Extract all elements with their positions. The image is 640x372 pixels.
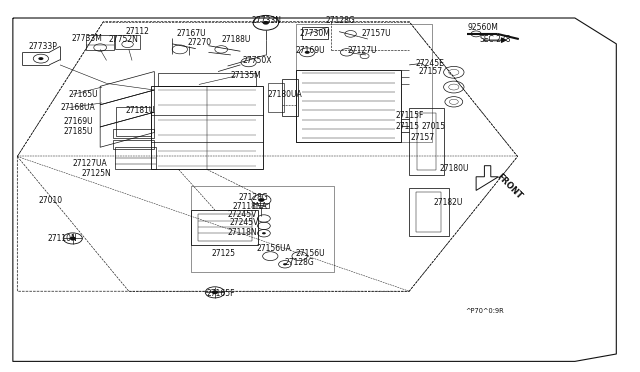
Bar <box>302 27 328 39</box>
Text: 27125N: 27125N <box>81 169 111 177</box>
Text: 27010: 27010 <box>38 196 63 205</box>
Text: 27127UA: 27127UA <box>73 159 108 169</box>
Text: 27169U: 27169U <box>296 46 325 55</box>
Circle shape <box>212 291 218 294</box>
Text: 27180U: 27180U <box>440 164 469 173</box>
Text: 27270: 27270 <box>188 38 212 47</box>
Bar <box>198 214 252 241</box>
Circle shape <box>258 198 264 202</box>
Text: 27156UA: 27156UA <box>256 244 291 253</box>
Text: 27110N: 27110N <box>47 234 77 243</box>
Text: 27128G: 27128G <box>239 193 268 202</box>
Text: 27185U: 27185U <box>64 127 93 136</box>
Circle shape <box>38 57 44 60</box>
Bar <box>113 129 154 138</box>
Bar <box>191 210 258 245</box>
Text: 27733N: 27733N <box>252 16 282 25</box>
Bar <box>268 83 284 112</box>
Circle shape <box>70 237 76 240</box>
Text: 27015: 27015 <box>422 122 446 131</box>
Bar <box>113 140 154 149</box>
Circle shape <box>262 232 266 234</box>
Text: 92560M: 92560M <box>468 23 499 32</box>
Text: 27245V: 27245V <box>230 218 259 227</box>
Text: 27169U: 27169U <box>64 117 93 126</box>
Text: 27752N: 27752N <box>108 35 138 44</box>
Bar <box>282 79 298 116</box>
Bar <box>296 70 401 142</box>
Circle shape <box>283 263 287 265</box>
Text: SEC.278: SEC.278 <box>479 35 511 44</box>
Text: 27182U: 27182U <box>433 198 463 207</box>
Text: 27128G: 27128G <box>285 258 315 267</box>
Text: 27115F: 27115F <box>395 111 424 121</box>
Text: 27157U: 27157U <box>362 29 391 38</box>
Text: 27245V: 27245V <box>228 210 257 219</box>
Bar <box>415 192 441 232</box>
Text: 27125: 27125 <box>212 249 236 258</box>
Text: 27245E: 27245E <box>415 59 444 68</box>
Bar <box>115 35 140 49</box>
Text: 27135M: 27135M <box>231 71 262 80</box>
Text: 27750X: 27750X <box>243 56 272 65</box>
Text: 27165U: 27165U <box>68 90 98 99</box>
Text: 27118NA: 27118NA <box>232 202 267 211</box>
Text: 27180UA: 27180UA <box>268 90 303 99</box>
Circle shape <box>262 21 269 25</box>
Text: 27168UA: 27168UA <box>60 103 95 112</box>
Bar <box>115 147 156 169</box>
Bar <box>157 73 256 86</box>
Text: FRONT: FRONT <box>495 172 524 201</box>
Text: 27127U: 27127U <box>348 46 377 55</box>
Text: 27128G: 27128G <box>325 16 355 25</box>
Text: 27188U: 27188U <box>221 35 251 44</box>
Text: ^P70^0:9R: ^P70^0:9R <box>465 308 504 314</box>
Text: 27167U: 27167U <box>177 29 206 38</box>
Bar <box>116 107 151 136</box>
Text: 27156U: 27156U <box>296 249 325 258</box>
Text: 27112: 27112 <box>125 27 150 36</box>
Polygon shape <box>476 166 499 190</box>
Bar <box>417 113 436 170</box>
Bar <box>253 203 269 208</box>
Text: 27165F: 27165F <box>207 289 235 298</box>
Text: 27115: 27115 <box>395 122 419 131</box>
Text: 27730M: 27730M <box>300 29 330 38</box>
Bar <box>409 188 449 236</box>
Text: 27157: 27157 <box>410 133 435 142</box>
Bar <box>409 109 444 175</box>
Text: 27733P: 27733P <box>28 42 57 51</box>
Circle shape <box>305 51 310 54</box>
Bar <box>86 35 114 50</box>
Text: 27181U: 27181U <box>125 106 155 115</box>
Text: 27157: 27157 <box>419 67 443 76</box>
Text: 27118N: 27118N <box>228 228 257 237</box>
Bar <box>151 86 262 169</box>
Text: 27733M: 27733M <box>72 34 102 43</box>
